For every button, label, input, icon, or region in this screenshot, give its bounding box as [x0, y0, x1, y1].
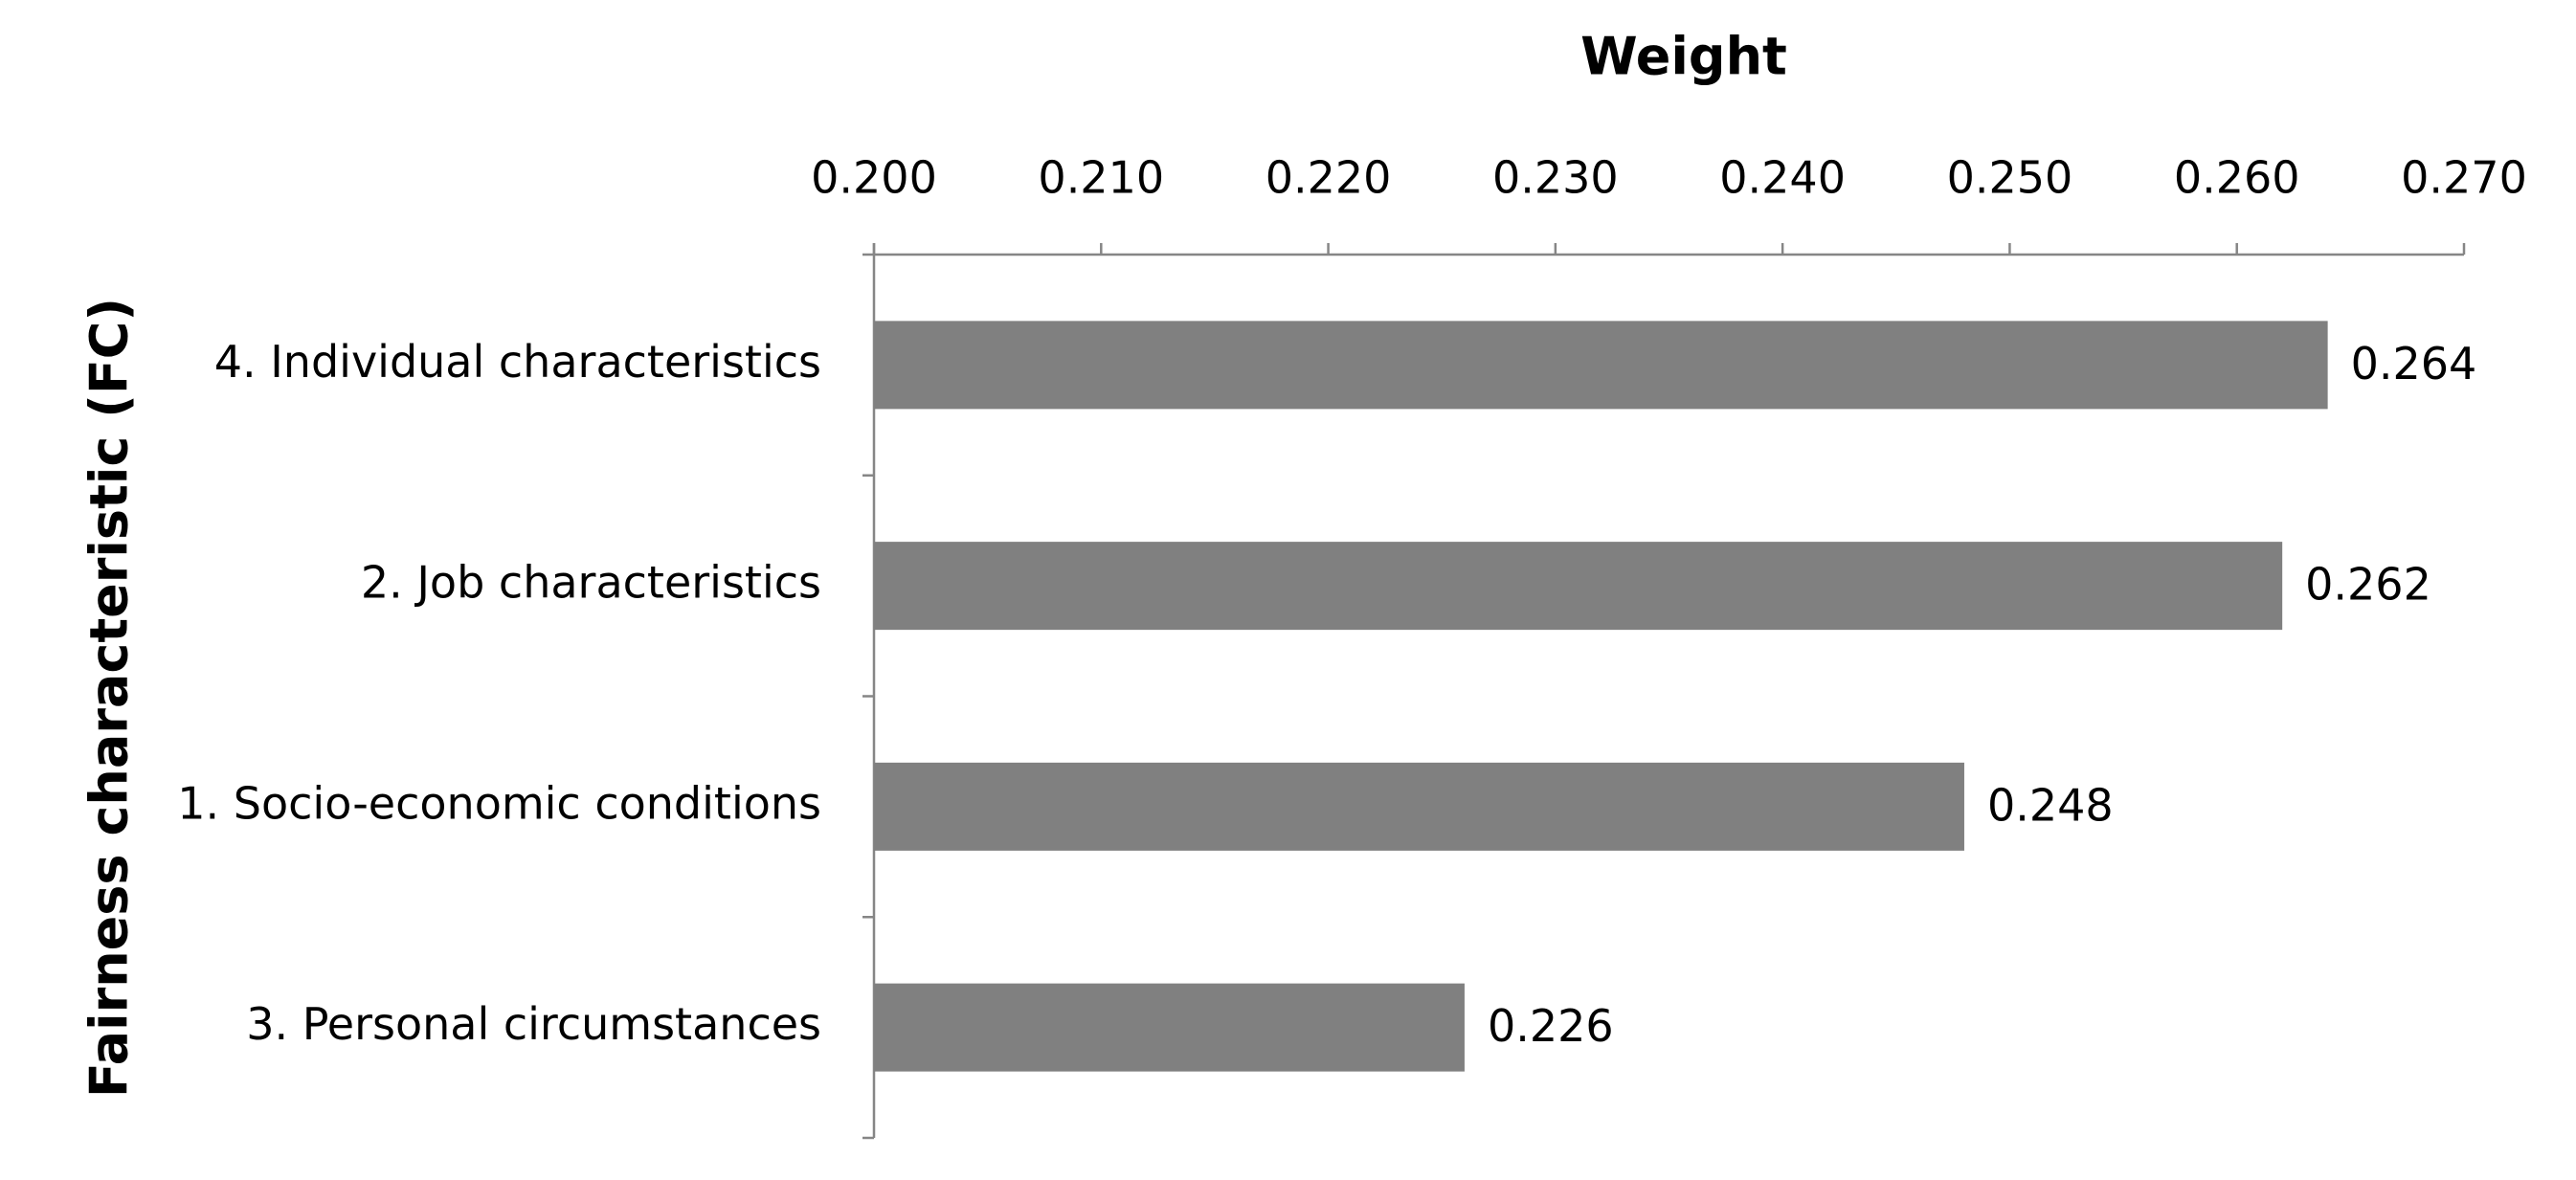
data-label: 0.226	[1488, 1000, 1614, 1052]
y-tick-label: 4. Individual characteristics	[214, 336, 821, 388]
data-label: 0.248	[1987, 779, 2114, 831]
x-tick-label: 0.240	[1719, 152, 1846, 204]
x-tick-label: 0.260	[2174, 152, 2300, 204]
x-tick-label: 0.210	[1038, 152, 1164, 204]
x-tick-label: 0.220	[1266, 152, 1392, 204]
data-label: 0.264	[2351, 338, 2477, 390]
x-tick-label: 0.250	[1947, 152, 2073, 204]
y-axis-title: Fairness characteristic (FC)	[79, 298, 140, 1098]
y-tick-label: 3. Personal circumstances	[246, 998, 821, 1050]
x-tick-label: 0.230	[1492, 152, 1619, 204]
x-tick-label: 0.270	[2401, 152, 2527, 204]
bar	[874, 321, 2328, 410]
bar	[874, 762, 1964, 851]
x-axis-title: Weight	[1580, 27, 1787, 87]
bar	[874, 542, 2283, 631]
bar	[874, 983, 1465, 1072]
y-tick-label: 1. Socio-economic conditions	[177, 777, 821, 829]
data-label: 0.262	[2305, 559, 2431, 611]
x-tick-label: 0.200	[811, 152, 937, 204]
y-tick-label: 2. Job characteristics	[361, 557, 821, 609]
